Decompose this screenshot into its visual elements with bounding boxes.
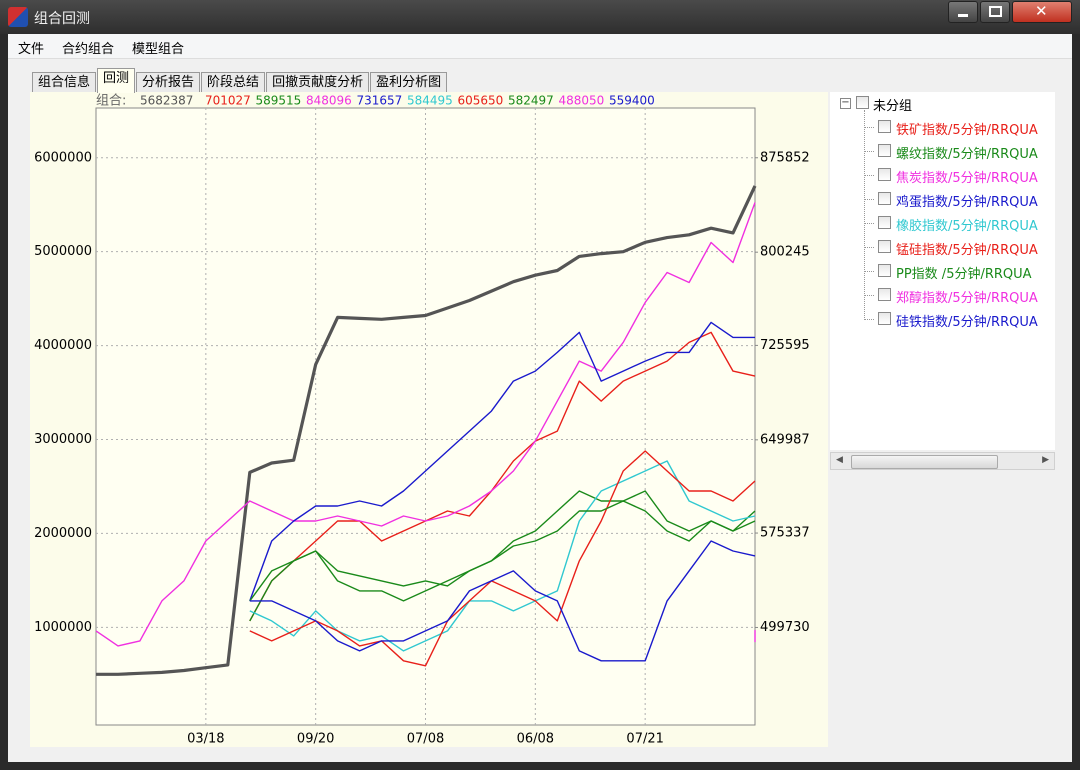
x-tick-label: 06/08 xyxy=(517,732,554,747)
scroll-thumb[interactable] xyxy=(851,455,998,469)
menu-item[interactable]: 合约组合 xyxy=(62,42,115,57)
tree-line xyxy=(864,110,865,320)
series-line xyxy=(249,500,756,602)
menu-item[interactable]: 模型组合 xyxy=(132,42,185,57)
series-line xyxy=(95,202,756,647)
x-tick-label: 07/08 xyxy=(407,732,444,747)
checkbox[interactable] xyxy=(878,216,891,229)
x-tick-label: 09/20 xyxy=(297,732,334,747)
series-line xyxy=(96,185,757,676)
y-tick-label: 6000000 xyxy=(34,150,92,165)
y2-tick-label: 499730 xyxy=(760,620,810,635)
minimize-button[interactable] xyxy=(948,1,978,23)
tree-line xyxy=(864,151,874,152)
y-tick-label: 5000000 xyxy=(34,244,92,259)
checkbox[interactable] xyxy=(856,96,869,109)
tree-item-label[interactable]: 硅铁指数/5分钟/RRQUA xyxy=(896,315,1038,330)
y-tick-label: 4000000 xyxy=(34,338,92,353)
checkbox[interactable] xyxy=(878,120,891,133)
tree-line xyxy=(864,271,874,272)
tree-line xyxy=(864,295,874,296)
checkbox[interactable] xyxy=(878,312,891,325)
series-line xyxy=(249,540,756,662)
summary-value: 559400 xyxy=(609,94,655,108)
menu-item[interactable]: 文件 xyxy=(18,42,45,57)
y2-tick-label: 875852 xyxy=(760,150,810,165)
tree-line xyxy=(864,247,874,248)
summary-value: 488050 xyxy=(559,94,605,108)
y2-tick-label: 725595 xyxy=(760,338,810,353)
maximize-button[interactable] xyxy=(980,1,1010,23)
y-tick-label: 1000000 xyxy=(34,620,92,635)
title-bar: 组合回测 ✕ xyxy=(0,0,1080,34)
series-line xyxy=(249,450,756,667)
series-line xyxy=(249,331,756,622)
y2-tick-label: 575337 xyxy=(760,526,810,541)
x-tick-label: 03/18 xyxy=(187,732,224,747)
tab[interactable]: 阶段总结 xyxy=(201,72,266,93)
plot-frame xyxy=(95,107,756,726)
tab[interactable]: 回测 xyxy=(97,68,136,93)
summary-value: 582497 xyxy=(508,94,554,108)
tree-item-label[interactable]: 郑醇指数/5分钟/RRQUA xyxy=(896,291,1038,306)
tree-item-label[interactable]: 橡胶指数/5分钟/RRQUA xyxy=(896,219,1038,234)
x-tick-label: 07/21 xyxy=(626,732,663,747)
y2-tick-label: 649987 xyxy=(760,432,810,447)
checkbox[interactable] xyxy=(878,192,891,205)
checkbox[interactable] xyxy=(878,264,891,277)
tree-line xyxy=(864,175,874,176)
summary-label: 组合: xyxy=(96,94,126,109)
group-tree: − 未分组 铁矿指数/5分钟/RRQUA 螺纹指数/5分钟/RRQUA 焦炭指数/5… xyxy=(830,92,1055,450)
tree-line xyxy=(864,319,874,320)
summary-value: 731657 xyxy=(357,94,403,108)
tree-item-label[interactable]: 鸡蛋指数/5分钟/RRQUA xyxy=(896,195,1038,210)
tree-item-label[interactable]: PP指数 /5分钟/RRQUA xyxy=(896,267,1032,282)
chart: 1000000 2000000 3000000 4000000 5000000 60000… xyxy=(30,92,828,747)
checkbox[interactable] xyxy=(878,168,891,181)
tab[interactable]: 盈利分析图 xyxy=(370,72,448,93)
tree-line xyxy=(864,199,874,200)
window-title: 组合回测 xyxy=(34,11,90,27)
y2-tick-label: 800245 xyxy=(760,245,810,260)
menu-bar: 文件 合约组合 模型组合 xyxy=(8,34,1072,59)
series-line xyxy=(249,490,756,622)
summary-value: 848096 xyxy=(306,94,352,108)
summary-value: 701027 xyxy=(205,94,251,108)
checkbox[interactable] xyxy=(878,240,891,253)
summary-value: 589515 xyxy=(256,94,302,108)
tree-item-label[interactable]: 焦炭指数/5分钟/RRQUA xyxy=(896,171,1038,186)
series-line xyxy=(249,321,755,602)
summary-value: 605650 xyxy=(458,94,504,108)
horizontal-scrollbar[interactable]: ◀ ▶ xyxy=(830,452,1055,470)
tree-item-label[interactable]: 铁矿指数/5分钟/RRQUA xyxy=(896,123,1038,138)
y-tick-label: 3000000 xyxy=(34,432,92,447)
collapse-toggle[interactable]: − xyxy=(840,97,851,109)
tab[interactable]: 组合信息 xyxy=(32,72,97,93)
tree-line xyxy=(864,127,874,128)
checkbox[interactable] xyxy=(878,288,891,301)
tree-item-label[interactable]: 螺纹指数/5分钟/RRQUA xyxy=(896,147,1038,162)
y-tick-label: 2000000 xyxy=(34,526,92,541)
checkbox[interactable] xyxy=(878,144,891,157)
summary-value: 5682387 xyxy=(140,94,193,108)
close-button[interactable]: ✕ xyxy=(1012,1,1072,23)
tab[interactable]: 分析报告 xyxy=(136,72,201,93)
scroll-right[interactable]: ▶ xyxy=(1042,455,1049,465)
summary-value: 584495 xyxy=(407,94,453,108)
tree-line xyxy=(864,223,874,224)
tree-root-label[interactable]: 未分组 xyxy=(873,99,913,114)
tree-item-label[interactable]: 锰硅指数/5分钟/RRQUA xyxy=(896,243,1038,258)
scroll-left[interactable]: ◀ xyxy=(836,455,843,465)
series-line xyxy=(249,460,756,652)
app-icon xyxy=(8,7,28,27)
tab[interactable]: 回撤贡献度分析 xyxy=(266,72,370,93)
